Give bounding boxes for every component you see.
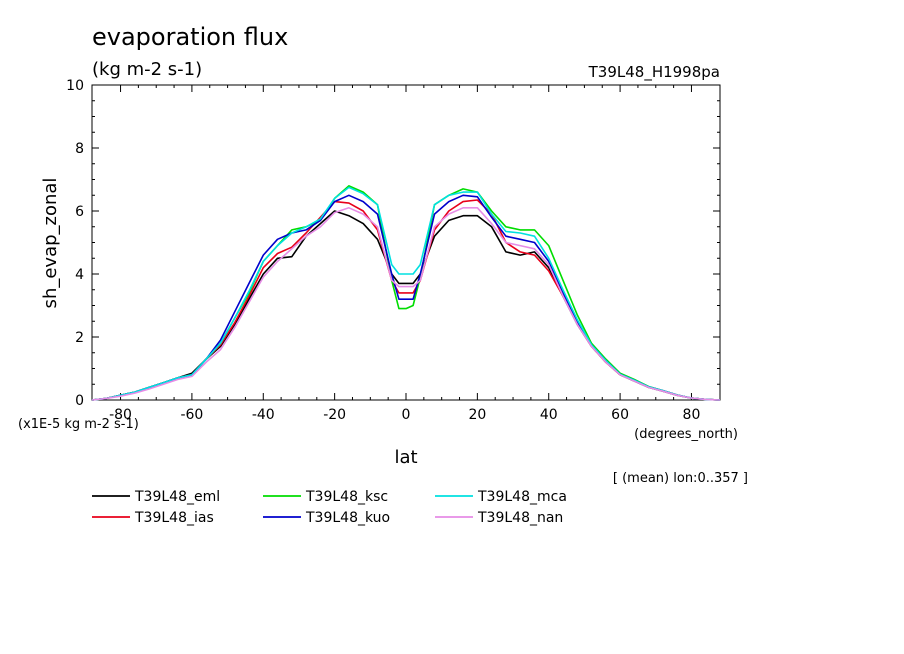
x-tick-label: 80 (683, 407, 701, 423)
x-tick-label: 40 (540, 407, 558, 423)
legend-label: T39L48_nan (477, 510, 563, 526)
series-line-T39L48_kuo (91, 194, 721, 401)
x-axis-title: lat (394, 447, 417, 468)
x-tick-label: -80 (109, 407, 132, 423)
plot-frame (91, 84, 721, 401)
chart-title: evaporation flux (92, 23, 288, 51)
series-line-T39L48_nan (91, 207, 721, 401)
legend-label: T39L48_mca (477, 489, 567, 505)
experiment-label: T39L48_H1998pa (588, 63, 720, 82)
x-tick-label: 20 (468, 407, 486, 423)
series-line-T39L48_mca (91, 186, 721, 401)
y-tick-label: 8 (75, 141, 84, 157)
legend: T39L48_eml T39L48_ias T39L48_ksc T39L48_kuo… (92, 489, 567, 526)
x-tick-label: -40 (252, 407, 275, 423)
x-tick-label: 0 (402, 407, 411, 423)
x-units-label: (degrees_north) (634, 427, 738, 442)
series-lines (91, 185, 721, 401)
y-tick-label: 4 (75, 267, 84, 283)
y-axis-title: sh_evap_zonal (40, 178, 61, 309)
mean-note: [ (mean) lon:0..357 ] (613, 471, 748, 486)
tick-labels: -80 -60 -40 -20 0 20 40 60 80 0 2 4 6 8 10 (66, 78, 700, 423)
y-tick-label: 6 (75, 204, 84, 220)
legend-label: T39L48_kuo (305, 510, 390, 526)
y-tick-label: 10 (66, 78, 84, 94)
y-tick-label: 2 (75, 330, 84, 346)
units-label: (kg m-2 s-1) (92, 59, 202, 80)
axis-ticks (92, 84, 720, 401)
legend-label: T39L48_ias (134, 510, 214, 526)
x-tick-label: -60 (180, 407, 203, 423)
x-tick-label: -20 (323, 407, 346, 423)
x-tick-label: 60 (611, 407, 629, 423)
legend-label: T39L48_eml (134, 489, 220, 505)
legend-label: T39L48_ksc (305, 489, 388, 505)
y-scale-note: (x1E-5 kg m-2 s-1) (18, 417, 139, 432)
series-line-T39L48_eml (91, 210, 721, 401)
y-tick-label: 0 (75, 393, 84, 409)
